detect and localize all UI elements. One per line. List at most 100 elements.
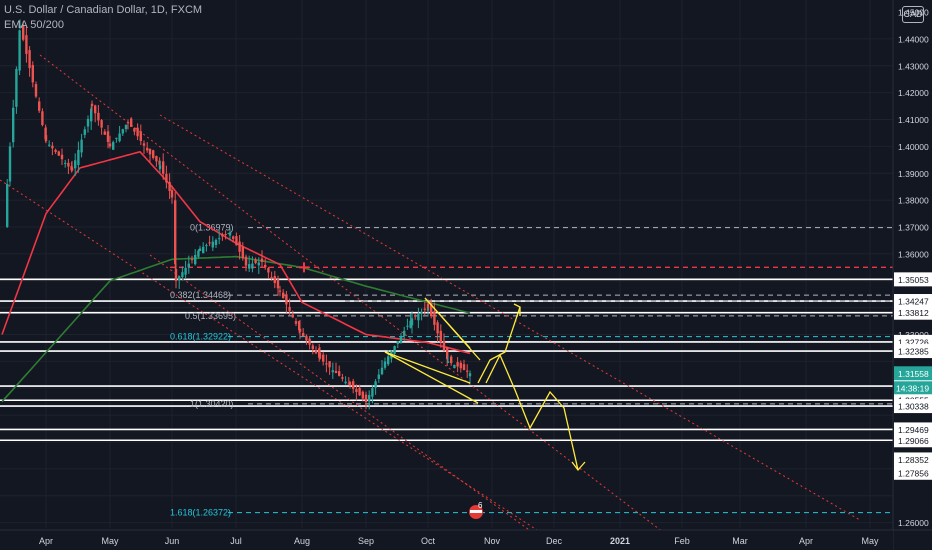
candle-body [211,241,214,248]
price-tick-label: 1.32726 [898,337,929,347]
price-tick-label: 1.35053 [898,275,929,285]
bullish-arrowhead [513,303,521,316]
candle-body [162,161,165,174]
countdown-label: 14:38:19 [896,383,929,393]
candle-body [146,147,149,151]
candle-body [305,335,308,341]
time-tick-label: Feb [674,536,690,546]
candle-body [124,124,128,130]
candle-body [308,338,311,345]
candle-body [221,234,224,237]
channel-line [0,179,561,546]
candle-body [244,264,248,266]
wedge-line [384,351,479,404]
candle-body [318,352,322,359]
candle-body [126,122,130,124]
time-axis[interactable]: Apr May Jun Jul Aug Sep Oct Nov Dec 2021 Feb Mar Apr… [0,529,932,550]
candle-body [238,241,241,252]
candle-body [48,144,51,146]
candle-body [181,272,184,278]
candle-body [70,167,74,171]
candle-body [205,245,208,247]
candle-body [28,50,31,69]
candle-body [142,143,146,146]
event-badge-count: 6 [478,501,483,510]
candle-body [260,258,264,262]
candle-body [396,341,399,344]
candle-body [90,108,93,122]
candle-body [406,325,409,327]
chart-title: U.S. Dollar / Canadian Dollar, 1D, FXCM [4,4,203,16]
time-tick-label: Dec [546,536,563,546]
currency-badge[interactable]: CAD [902,6,924,23]
candle-body [168,182,171,192]
fib-level-label: 1(1.30420) [190,399,234,409]
price-tick-label: 1.30338 [898,402,929,412]
candle-body [86,118,90,127]
fibonacci-levels: 0(1.36979) 0.382(1.34468) 0.5(1.33695) 0.61… [170,223,893,518]
candle-body [158,165,162,169]
candle-body [285,294,288,305]
candle-body [298,321,301,331]
channel-line [39,54,681,546]
candle-body [83,129,86,135]
candle-body [214,239,218,245]
candle-body [115,137,118,139]
channel-line [159,114,861,521]
time-tick-label: Mar [732,536,748,546]
candle-body [409,320,412,328]
candle-body [106,131,110,142]
candle-body [57,151,60,156]
candle-body [439,330,442,343]
support-resistance-lines [0,266,893,442]
candle-body [450,356,453,364]
annotations: 6 [299,262,586,519]
candle-body [298,328,302,332]
candle-body [352,381,355,389]
candle-body [288,306,291,311]
price-tick-label: 1.40000 [898,142,929,152]
time-tick-label: Jul [230,536,242,546]
candle-body [67,162,70,167]
indicator-label[interactable]: EMA 50/200 [4,19,64,31]
candle-body [420,311,423,314]
candle-body [380,367,384,375]
candle-body [257,262,260,266]
candle-body [364,400,368,402]
candle-body [15,69,18,107]
price-tick-label: 1.38000 [898,196,929,206]
candle-body [436,322,439,334]
price-level-box [894,344,932,359]
price-tick-label: 1.41000 [898,115,929,125]
price-level-box [894,305,932,320]
candle-body [426,303,430,308]
candle-body [187,263,190,268]
price-tick-label: 1.32385 [898,347,929,357]
candle-body [64,162,67,164]
candle-body [174,200,177,265]
fib-level-label: 0.5(1.33695) [185,311,236,321]
candle-body [377,374,380,379]
candle-body [456,362,459,367]
candle-body [165,173,168,183]
candle-body [348,381,352,386]
time-axis-bg [0,530,893,550]
fib-level-label: 1.618(1.26372) [170,508,231,518]
candle-body [331,370,334,373]
candle-body [121,129,124,134]
candle-body [103,131,106,135]
candle-body [94,105,97,114]
candle-body [264,264,267,268]
price-tick-label: 1.28352 [898,455,929,465]
candle-body [194,254,197,265]
price-tick-label: 1.26000 [898,518,929,528]
price-axis[interactable]: 1.45000 1.44000 1.43000 1.42000 1.41000 1.400… [892,0,932,550]
fib-level-label: 0(1.36979) [190,223,234,233]
candle-body [374,381,377,388]
candle-body [387,356,390,365]
price-tick-label: 1.43000 [898,61,929,71]
chart-grid [0,0,893,528]
candle-body [344,381,347,384]
candle-body [130,118,133,127]
